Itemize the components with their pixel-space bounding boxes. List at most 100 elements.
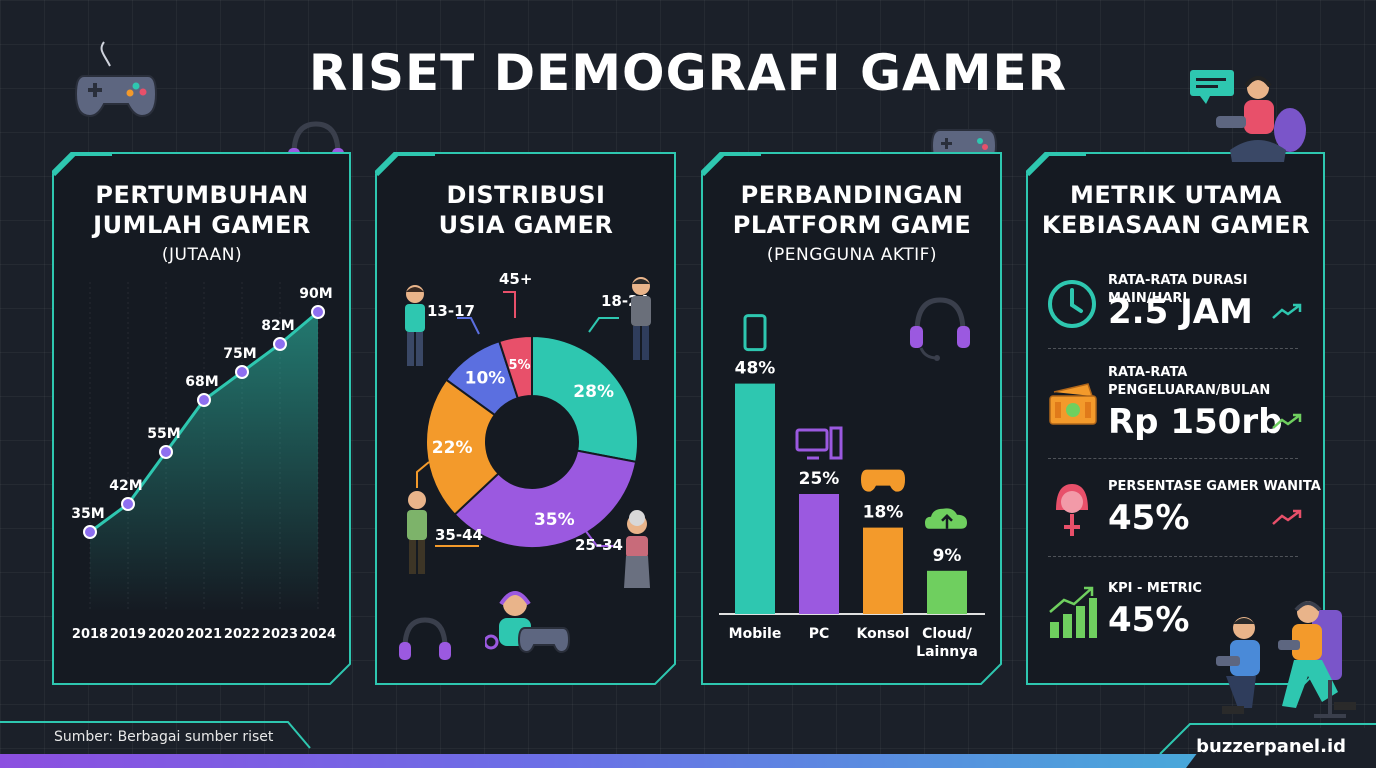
x-tick-label: 2022 <box>224 627 260 642</box>
growth-area-chart: 35M 2018 42M 2019 55M 2020 68M 2021 75M 2022 82M 20… <box>71 282 336 642</box>
data-point <box>197 393 211 407</box>
bar-value-label: 48% <box>735 359 776 379</box>
age-title-line2: USIA GAMER <box>438 211 614 239</box>
footer-gradient-bar <box>0 754 1376 768</box>
trend-up-icon <box>1272 509 1302 525</box>
growth-subtitle: (JUTAAN) <box>161 245 243 265</box>
page-title: RISET DEMOGRAFI GAMER <box>308 44 1068 102</box>
bar-value-label: 9% <box>933 546 962 566</box>
data-label: 42M <box>109 478 142 494</box>
gamers-playing-icon <box>1216 601 1356 718</box>
metric-female-value: 45% <box>1108 498 1190 538</box>
female-icon <box>1056 484 1088 536</box>
x-tick-label: 2023 <box>262 627 298 642</box>
growth-title-line2: JUMLAH GAMER <box>93 211 311 239</box>
data-label: 90M <box>299 286 332 302</box>
callout-line <box>503 291 516 318</box>
growth-panel: PERTUMBUHAN JUMLAH GAMER (JUTAAN) 35M 201… <box>52 152 352 686</box>
metric-female: PERSENTASE GAMER WANITA 45% <box>1026 478 1326 558</box>
footer-frame <box>0 721 1376 755</box>
metric-spending: RATA-RATA PENGELUARAN/BULAN Rp 150rb <box>1026 364 1326 454</box>
headset-icon <box>399 617 451 660</box>
desktop-pc-icon <box>795 426 843 460</box>
bar-value-label: 25% <box>799 469 840 489</box>
x-tick-label: 2019 <box>110 627 146 642</box>
gamepad-icon <box>74 41 158 118</box>
x-category-label: Mobile <box>729 626 782 642</box>
slice-value-label: 35% <box>534 510 575 530</box>
age-title-line1: DISTRIBUSI <box>446 181 606 209</box>
bar <box>927 570 967 614</box>
category-label: 25-34 <box>575 536 623 554</box>
x-category-label: Konsol <box>857 626 910 642</box>
metric-kpi: KPI - METRIC 45% <box>1026 580 1326 660</box>
tower <box>829 426 843 460</box>
data-label: 75M <box>223 346 256 362</box>
metric-playtime-value: 2.5 JAM <box>1108 292 1253 332</box>
data-point <box>273 337 287 351</box>
category-label: 45+ <box>499 270 532 288</box>
callout-line <box>588 317 619 333</box>
bar <box>799 494 839 614</box>
donut-slice <box>497 334 533 400</box>
monitor <box>795 428 829 452</box>
bar <box>735 383 775 614</box>
brand-link[interactable]: buzzerpanel.id <box>1196 736 1346 757</box>
gamepad-body <box>861 469 905 492</box>
donut-slice <box>425 378 500 516</box>
source-note: Sumber: Berbagai sumber riset <box>54 729 274 745</box>
data-point <box>121 497 135 511</box>
upload-arrow <box>941 514 953 529</box>
money-icon <box>1049 383 1097 425</box>
slice-value-label: 22% <box>432 438 473 458</box>
age-title: DISTRIBUSI USIA GAMER <box>375 180 677 240</box>
callout-line <box>457 317 480 335</box>
platform-title-line2: PLATFORM GAME <box>732 211 972 239</box>
data-point <box>311 305 325 319</box>
slice-value-label: 28% <box>573 382 614 402</box>
metrics-title-line2: KEBIASAAN GAMER <box>1041 211 1311 239</box>
data-point <box>159 445 173 459</box>
x-tick-label: 2021 <box>186 627 222 642</box>
trend-up-icon <box>1272 303 1302 319</box>
gamer-sitting-icon <box>1190 70 1306 162</box>
metric-kpi-value: 45% <box>1108 600 1190 640</box>
donut-slice <box>531 334 639 464</box>
middle-age-figure-icon <box>407 491 427 574</box>
data-label: 82M <box>261 318 294 334</box>
donut-slice <box>453 449 638 549</box>
callout-line <box>584 529 613 547</box>
growth-title: PERTUMBUHAN JUMLAH GAMER (JUTAAN) <box>52 180 352 270</box>
metrics-title: METRIK UTAMA KEBIASAAN GAMER <box>1026 180 1326 240</box>
x-category-label: Cloud/ <box>922 626 973 642</box>
platform-title-line1: PERBANDINGAN <box>740 181 964 209</box>
growth-chart-icon <box>1049 586 1097 638</box>
trend-up-icon <box>1272 413 1302 429</box>
slice-value-label: 10% <box>465 368 506 388</box>
metric-female-label: PERSENTASE GAMER WANITA <box>1108 479 1321 494</box>
area-fill <box>90 312 318 612</box>
slice-value-label: 5% <box>508 358 530 373</box>
teen-figure-icon <box>405 285 425 366</box>
headset-icon <box>910 297 970 361</box>
metrics-title-line1: METRIK UTAMA <box>1069 181 1283 209</box>
callout-line <box>416 461 430 488</box>
data-point <box>235 365 249 379</box>
gamepad-icon <box>861 469 905 492</box>
category-label: 13-17 <box>427 302 475 320</box>
smartphone-icon <box>743 314 767 352</box>
x-category-label: PC <box>809 626 830 642</box>
metric-divider <box>1048 556 1298 557</box>
gamer-with-controller-icon <box>485 591 571 654</box>
x-category-label: Lainnya <box>916 644 978 660</box>
metric-spending-label: RATA-RATA PENGELUARAN/BULAN <box>1108 365 1271 398</box>
phone-body <box>743 314 767 352</box>
x-tick-label: 2020 <box>148 627 184 642</box>
platform-bar-chart: 48% Mobile 25% PC 18% Konsol 9% Cloud/Lainnya <box>719 314 985 660</box>
clock-icon <box>1048 280 1096 328</box>
metrics-panel: METRIK UTAMA KEBIASAAN GAMER RATA-RATA D… <box>1026 152 1326 686</box>
category-label: 35-44 <box>435 526 483 544</box>
bar-value-label: 18% <box>863 503 904 523</box>
x-tick-label: 2024 <box>300 627 336 642</box>
